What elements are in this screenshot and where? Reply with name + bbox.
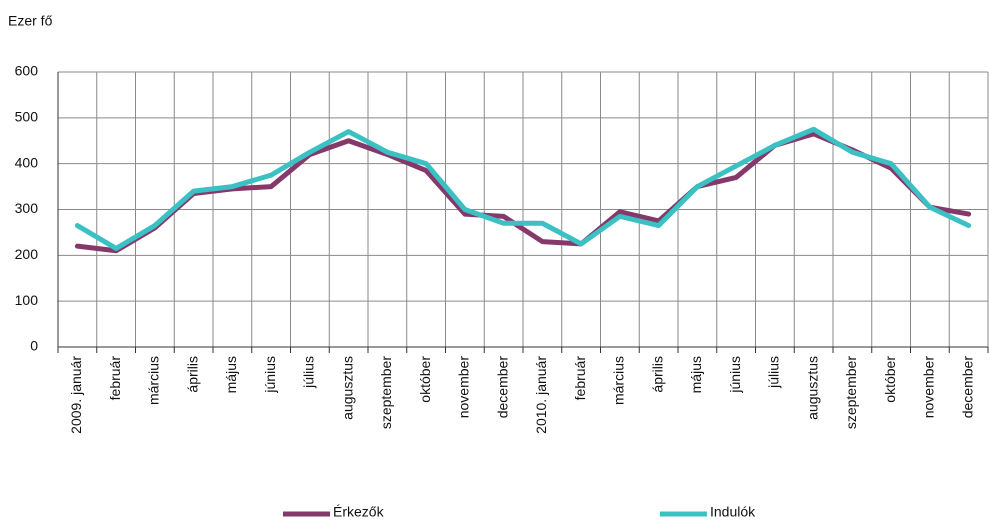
x-tick-label: 2010. január xyxy=(533,356,549,434)
x-tick-label: október xyxy=(417,356,433,403)
y-tick-label: 600 xyxy=(15,63,39,79)
y-tick-label: 500 xyxy=(15,109,39,125)
x-tick-label: 2009. január xyxy=(68,356,84,434)
x-tick-label: szeptember xyxy=(843,356,859,429)
x-tick-label: június xyxy=(727,356,743,394)
y-tick-label: 100 xyxy=(15,292,39,308)
x-tick-label: augusztus xyxy=(804,356,820,420)
legend-label: Indulók xyxy=(710,504,756,520)
x-tick-label: október xyxy=(882,356,898,403)
x-tick-label: február xyxy=(107,356,123,401)
y-tick-label: 300 xyxy=(15,200,39,216)
x-tick-label: december xyxy=(494,356,510,419)
x-tick-label: július xyxy=(766,356,782,389)
y-tick-label: 0 xyxy=(30,338,38,354)
legend-label: Érkezők xyxy=(333,504,385,520)
y-tick-label: 200 xyxy=(15,246,39,262)
x-tick-label: december xyxy=(959,356,975,419)
x-tick-label: március xyxy=(611,356,627,405)
x-tick-label: november xyxy=(921,356,937,419)
x-tick-label: június xyxy=(262,356,278,394)
y-tick-label: 400 xyxy=(15,154,39,170)
x-tick-label: május xyxy=(223,356,239,393)
x-tick-label: augusztus xyxy=(339,356,355,420)
x-tick-label: november xyxy=(456,356,472,419)
line-series xyxy=(74,126,972,251)
y-axis-label: Ezer fő xyxy=(8,13,53,29)
x-tick-label: szeptember xyxy=(378,356,394,429)
x-tick-label: április xyxy=(184,356,200,393)
x-tick-label: július xyxy=(301,356,317,389)
x-tick-label: május xyxy=(688,356,704,393)
x-tick-label: március xyxy=(146,356,162,405)
x-tick-label: április xyxy=(649,356,665,393)
x-tick-label: február xyxy=(572,356,588,401)
